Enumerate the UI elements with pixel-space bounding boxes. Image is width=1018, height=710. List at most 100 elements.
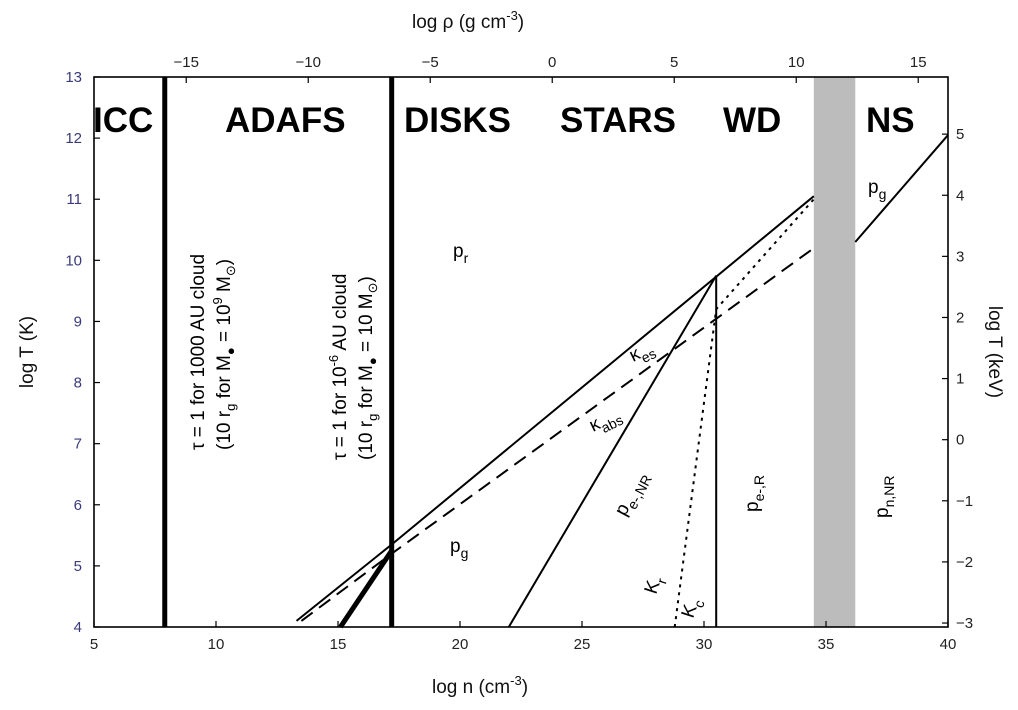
tau1-l2-bullet: ● [223,347,238,355]
tau1-l2-msun: M [214,276,235,297]
top-tick-label: −10 [296,54,321,71]
right-tick-label: 3 [956,248,964,265]
label-pg-ns-sub: g [879,186,887,202]
tau2-l2-end: = 10 M [356,293,377,357]
tau1-l2-end: = 10 [214,304,235,347]
right-tick-label: −3 [956,615,973,632]
top-axis-title-main: log ρ (g cm [412,12,506,33]
x-tick-label: 5 [90,636,98,653]
label-pg-low-sub: g [461,545,469,561]
tau1-l2-sun: ⊙ [223,265,238,276]
top-tick-label: −15 [174,54,199,71]
x-axis-title: log n (cm-3) [432,673,528,698]
line-tau-thick-diag [338,549,394,629]
tau1-l2-g: g [223,404,238,411]
x-axis-title-main: log n (cm [432,677,510,698]
right-axis-title: log T (keV) [984,306,1005,398]
line-kappa-es-abs-dash [300,247,815,622]
y-axis-title: log T (K) [17,316,38,388]
tau2-l2-close: ) [356,276,377,282]
label-kc-sub: c [690,598,707,610]
y-tick-label: 10 [65,252,82,269]
top-tick-label: 5 [670,54,678,71]
tick-marks [93,76,949,628]
y-tick-label: 9 [74,313,82,330]
tau2-l2-sun: ⊙ [365,282,380,293]
label-k-c: Kc [678,595,708,621]
region-label-wd: WD [723,101,781,140]
plot-frame [93,76,949,628]
label-pe-r: pe-,R [742,475,767,512]
label-pnnr-sub: n,NR [881,476,897,508]
y-tick-label: 4 [74,619,82,636]
tau1-l2-close: ) [214,259,235,265]
label-pg-ns: pg [868,177,886,202]
right-tick-label: 4 [956,187,964,204]
label-k-r: Kr [641,573,670,598]
x-tick-label: 20 [452,636,469,653]
tau2-l1-rest: AU cloud [330,274,351,355]
label-kr-sub: r [653,576,670,586]
label-pr-sub: r [464,250,469,266]
x-tick-label: 35 [818,636,835,653]
tau2-l2-mid: for M [356,365,377,414]
tau1-line1-text: τ = 1 for 1000 AU cloud [188,254,209,450]
y-tick-label: 13 [65,69,82,86]
tau1-line1: τ = 1 for 1000 AU cloud [188,254,209,450]
label-pg-ns-main: p [868,177,879,198]
tau2-l2-a: (10 r [356,420,377,460]
y-tick-label: 12 [65,130,82,147]
top-tick-label: 15 [910,54,927,71]
line-ns-pg [854,134,949,243]
right-tick-label: 0 [956,432,964,449]
y-tick-label: 11 [66,191,82,208]
y-tick-label: 7 [74,436,82,453]
right-tick-label: −2 [956,554,973,571]
tau2-line2: (10 rg for M● = 10 M⊙) [356,276,380,460]
right-tick-label: 1 [956,371,964,388]
data-lines [162,77,949,629]
y-tick-label: 5 [74,558,82,575]
line-kr-kc-dotted [673,198,815,628]
label-per-main: p [742,501,763,512]
tau2-l1-a: τ = 1 for 10 [330,366,351,460]
line-pe-NR-left [507,275,718,628]
label-pr: pr [453,241,469,266]
top-tick-label: −5 [422,54,439,71]
label-penr-sub: e-,NR [624,472,655,512]
top-axis-title-sup: -3 [506,8,518,23]
region-label-ns: NS [866,101,915,140]
label-pg-low-main: p [450,536,461,557]
x-tick-label: 10 [208,636,225,653]
right-tick-label: 5 [956,126,964,143]
top-axis-title: log ρ (g cm-3) [412,8,524,33]
tau1-line2: (10 rg for M● = 109 M⊙) [210,259,238,450]
x-tick-label: 15 [330,636,347,653]
x-axis-title-sup: -3 [510,673,522,688]
right-tick-label: 2 [956,309,964,326]
tau1-l2-a: (10 r [214,410,235,450]
tau2-line1: τ = 1 for 10-6 AU cloud [326,274,351,460]
y-tick-label: 8 [74,375,82,392]
x-tick-label: 25 [574,636,591,653]
y-tick-label: 6 [74,497,82,514]
label-pr-main: p [453,241,464,262]
x-tick-label: 30 [696,636,713,653]
label-pg-low: pg [450,536,468,561]
label-per-sub: e-,R [751,475,767,501]
region-label-icc: ICC [93,101,153,140]
top-tick-label: 0 [548,54,556,71]
label-kappa-es: κes [626,337,659,370]
region-label-disks: DISKS [404,101,511,140]
tau1-l2-exp: 9 [210,297,225,304]
tau1-l2-mid: for M [214,355,235,404]
label-pn-nr: pn,NR [872,476,897,518]
x-axis-title-close: ) [522,677,528,698]
x-tick-label: 40 [940,636,957,653]
tau2-l2-bullet: ● [365,357,380,365]
right-tick-label: −1 [956,493,973,510]
shaded-band [813,77,856,627]
tau2-l2-g: g [365,414,380,421]
label-pnnr-main: p [872,507,893,518]
